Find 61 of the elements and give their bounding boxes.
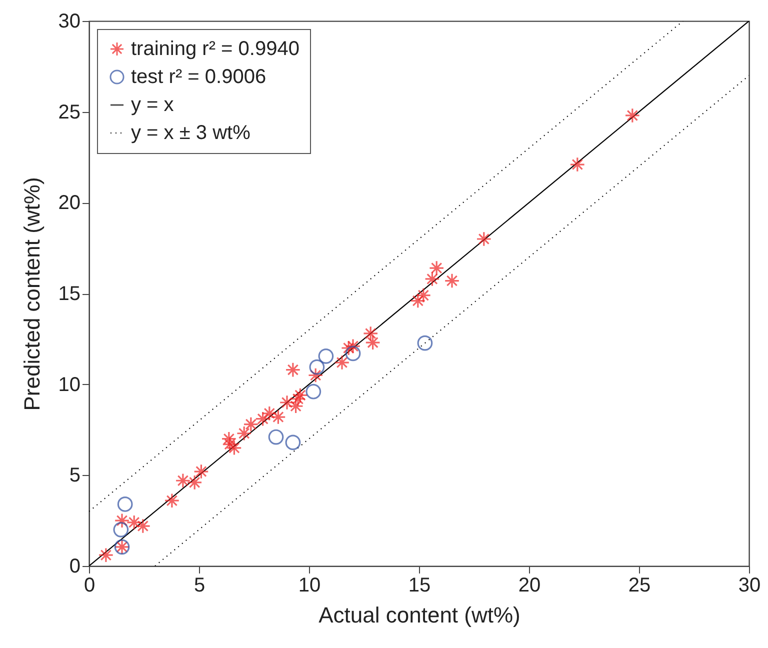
point: [194, 464, 209, 480]
point: [416, 288, 432, 304]
x-tick-label: 0: [84, 574, 96, 596]
point: [624, 108, 640, 124]
point: [268, 429, 284, 445]
point: [288, 398, 304, 414]
point: [290, 391, 306, 407]
point: [292, 388, 308, 403]
y-tick-label: 25: [58, 101, 80, 124]
x-axis-title: Actual content (wt%): [318, 602, 520, 628]
point: [270, 409, 286, 425]
legend-label: training r² = 0.9940: [131, 38, 300, 60]
y-tick-label: 20: [58, 192, 80, 214]
point: [410, 293, 426, 308]
x-tick-label: 30: [738, 574, 761, 596]
y-axis-title: Predicted content (wt%): [19, 177, 44, 411]
point: [285, 362, 301, 378]
point: [417, 335, 433, 351]
point: [175, 472, 191, 488]
point: [255, 411, 270, 427]
point: [424, 271, 440, 287]
point: [345, 338, 361, 354]
point: [362, 326, 378, 342]
point: [340, 340, 356, 356]
legend-label: y = x ± 3 wt%: [131, 122, 251, 144]
point: [285, 434, 301, 450]
x-tick-label: 25: [628, 574, 651, 596]
y-tick-label: 5: [69, 464, 80, 487]
point: [279, 394, 295, 410]
y-tick-label: 30: [58, 10, 80, 32]
y-tick-label: 10: [58, 374, 80, 396]
point: [135, 518, 151, 534]
point: [308, 368, 324, 383]
point: [345, 346, 361, 362]
point: [306, 384, 322, 400]
point: [186, 474, 202, 490]
y-tick-label: 15: [58, 283, 80, 305]
point: [334, 354, 350, 370]
point: [318, 348, 334, 364]
legend-label: y = x: [131, 94, 174, 116]
x-tick-label: 20: [518, 574, 541, 596]
point: [262, 406, 278, 422]
point: [243, 416, 259, 432]
point: [428, 260, 444, 276]
point: [365, 334, 380, 350]
point: [113, 522, 129, 538]
x-tick-label: 5: [194, 574, 206, 596]
point: [164, 492, 180, 508]
point: [98, 547, 114, 563]
x-tick-label: 10: [298, 574, 321, 596]
point: [117, 496, 133, 512]
point: [476, 231, 492, 247]
point: [114, 512, 130, 528]
point: [126, 514, 142, 530]
point: [236, 426, 252, 442]
point: [570, 156, 586, 172]
legend-label: test r² = 0.9006: [131, 66, 266, 88]
point: [444, 273, 460, 288]
x-tick-label: 15: [408, 574, 431, 596]
y-tick-label: 0: [69, 556, 80, 578]
point: [309, 359, 325, 375]
